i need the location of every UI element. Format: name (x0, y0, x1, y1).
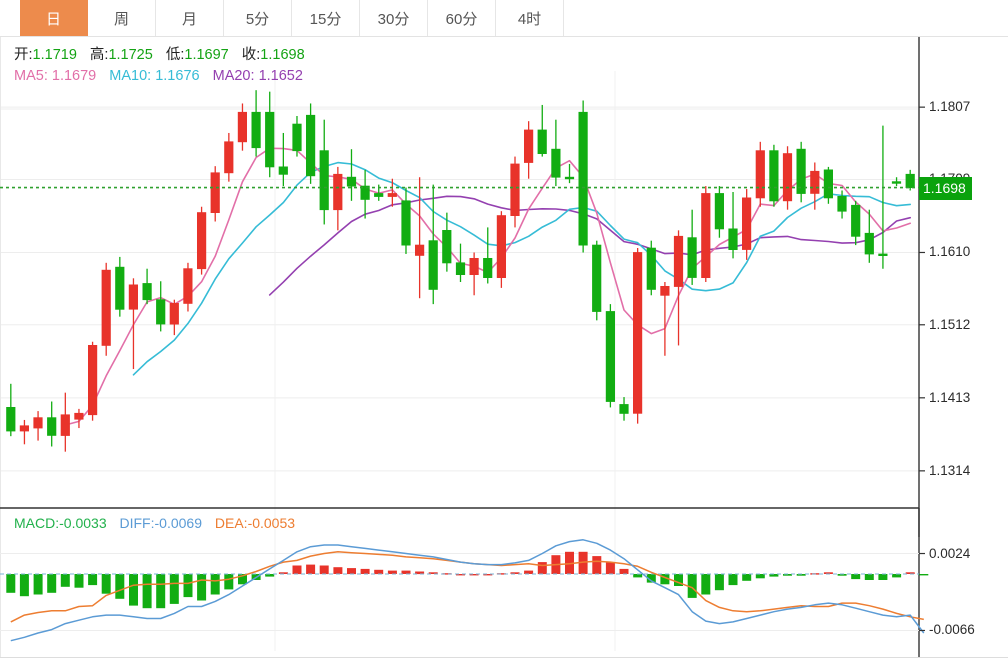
tab-day-label: 日 (45, 10, 61, 28)
tab-4hour[interactable]: 4时 (496, 0, 564, 36)
tabbar-filler (564, 0, 1008, 36)
tab-month-label: 月 (181, 10, 197, 28)
tab-5min[interactable]: 5分 (224, 0, 292, 36)
tab-day[interactable]: 日 (20, 0, 88, 36)
tab-month[interactable]: 月 (156, 0, 224, 36)
tab-15min-label: 15分 (309, 10, 342, 28)
timeframe-tabbar: 日 周 月 5分 15分 30分 60分 4时 (0, 0, 1008, 37)
tab-30min[interactable]: 30分 (360, 0, 428, 36)
tab-4hour-label: 4时 (517, 10, 542, 28)
tab-week-label: 周 (113, 10, 129, 28)
tab-5min-label: 5分 (245, 10, 270, 28)
tab-15min[interactable]: 15分 (292, 0, 360, 36)
candlestick-and-macd-canvas[interactable] (0, 37, 1008, 658)
tab-60min[interactable]: 60分 (428, 0, 496, 36)
tab-30min-label: 30分 (377, 10, 410, 28)
chart-area[interactable]: 开:1.1719 高:1.1725 低:1.1697 收:1.1698 MA5:… (0, 37, 1008, 658)
tab-week[interactable]: 周 (88, 0, 156, 36)
tab-60min-label: 60分 (445, 10, 478, 28)
